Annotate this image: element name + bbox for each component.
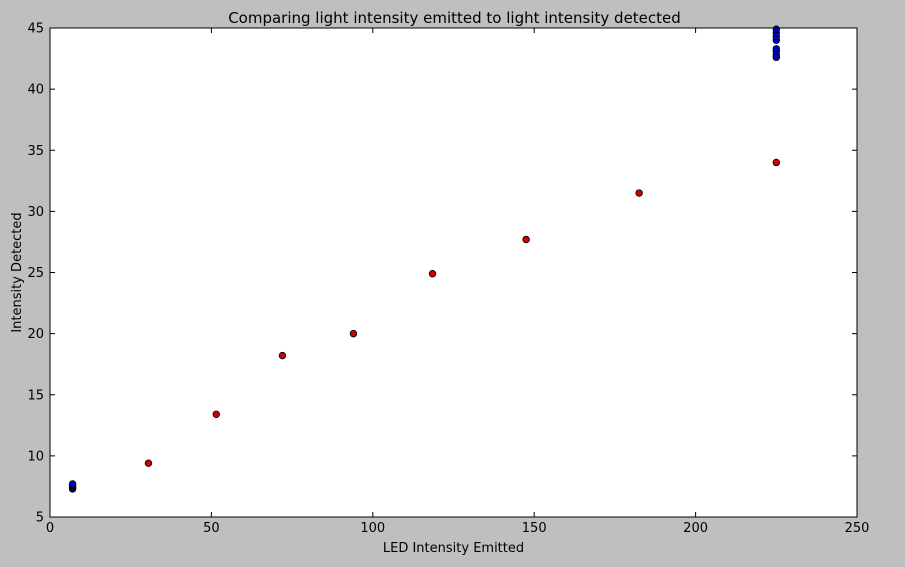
x-tick-label: 150 bbox=[522, 521, 547, 536]
data-point bbox=[635, 189, 643, 197]
y-tick-label: 30 bbox=[27, 205, 44, 220]
x-tick-label: 0 bbox=[46, 521, 54, 536]
y-tick-label: 5 bbox=[36, 511, 44, 526]
x-tick-label: 100 bbox=[360, 521, 385, 536]
data-points bbox=[68, 25, 780, 493]
plot-area bbox=[50, 28, 857, 517]
y-tick-label: 45 bbox=[27, 22, 44, 37]
y-axis-label: Intensity Detected bbox=[10, 212, 25, 332]
y-tick-label: 10 bbox=[27, 449, 44, 464]
data-point bbox=[212, 410, 220, 419]
data-point bbox=[144, 459, 153, 467]
axis-ticks: 0 50 100 150 200 250 5 10 15 20 25 30 35 40 45 bbox=[27, 22, 869, 537]
y-tick-label: 15 bbox=[27, 388, 44, 403]
data-point bbox=[772, 45, 780, 53]
data-point bbox=[349, 329, 358, 338]
data-point bbox=[772, 25, 780, 33]
data-point bbox=[428, 270, 437, 278]
y-tick-label: 35 bbox=[27, 144, 44, 159]
x-tick-label: 50 bbox=[203, 521, 220, 536]
data-point bbox=[522, 235, 530, 244]
chart-title: Comparing light intensity emitted to lig… bbox=[228, 9, 681, 27]
y-tick-label: 40 bbox=[27, 83, 44, 98]
x-tick-label: 200 bbox=[683, 521, 708, 536]
data-point bbox=[68, 480, 77, 488]
data-point bbox=[772, 158, 780, 167]
x-tick-label: 250 bbox=[845, 521, 870, 536]
x-axis-label: LED Intensity Emitted bbox=[383, 541, 524, 556]
plot-frame bbox=[49, 27, 858, 518]
y-tick-label: 25 bbox=[27, 266, 44, 281]
data-point bbox=[278, 351, 287, 360]
y-tick-label: 20 bbox=[27, 327, 44, 342]
